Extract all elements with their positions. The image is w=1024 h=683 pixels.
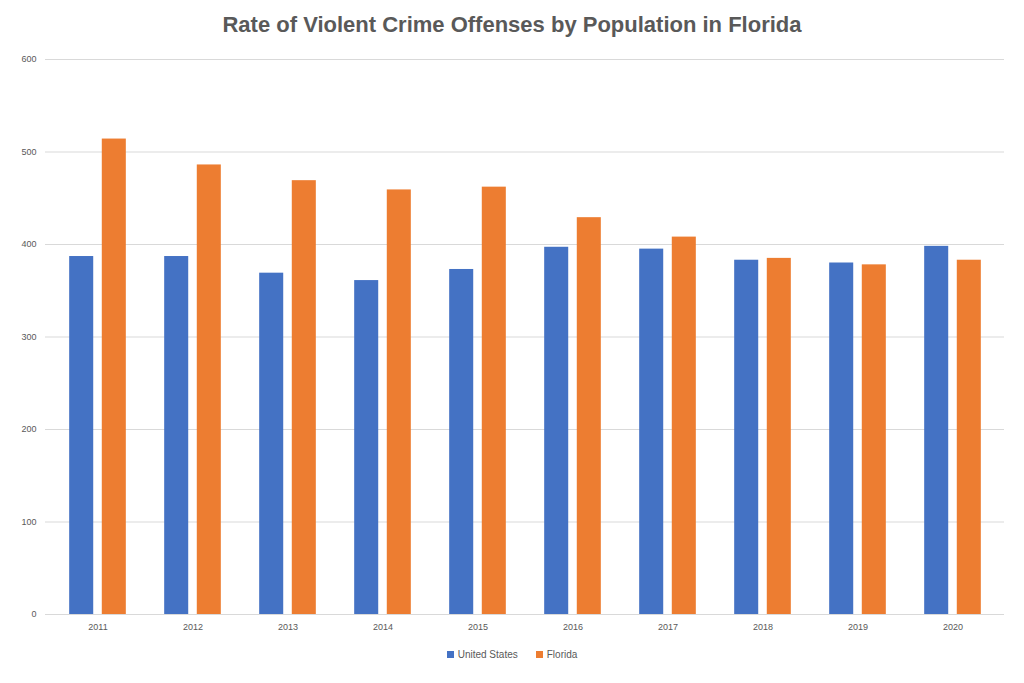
svg-text:400: 400 xyxy=(21,239,36,249)
svg-text:100: 100 xyxy=(21,517,36,527)
svg-text:600: 600 xyxy=(21,54,36,64)
html-text:United States: United States xyxy=(457,648,518,660)
svg-text:2011: 2011 xyxy=(88,622,107,632)
svg-text:2012: 2012 xyxy=(183,622,203,632)
svg-text:300: 300 xyxy=(21,332,36,342)
svg-text:2013: 2013 xyxy=(278,622,298,632)
svg-text:2019: 2019 xyxy=(848,622,868,632)
svg-text:0: 0 xyxy=(31,609,36,619)
html-text:Florida: Florida xyxy=(546,648,578,660)
svg-text:2017: 2017 xyxy=(658,622,678,632)
svg-text:2014: 2014 xyxy=(373,622,393,632)
svg-text:500: 500 xyxy=(21,147,36,157)
html-text:Rate of Violent Crime Offenses: Rate of Violent Crime Offenses by Popula… xyxy=(222,12,802,37)
svg-text:2016: 2016 xyxy=(563,622,583,632)
svg-text:2020: 2020 xyxy=(943,622,963,632)
svg-text:2018: 2018 xyxy=(753,622,773,632)
svg-text:2015: 2015 xyxy=(468,622,488,632)
svg-text:200: 200 xyxy=(21,424,36,434)
